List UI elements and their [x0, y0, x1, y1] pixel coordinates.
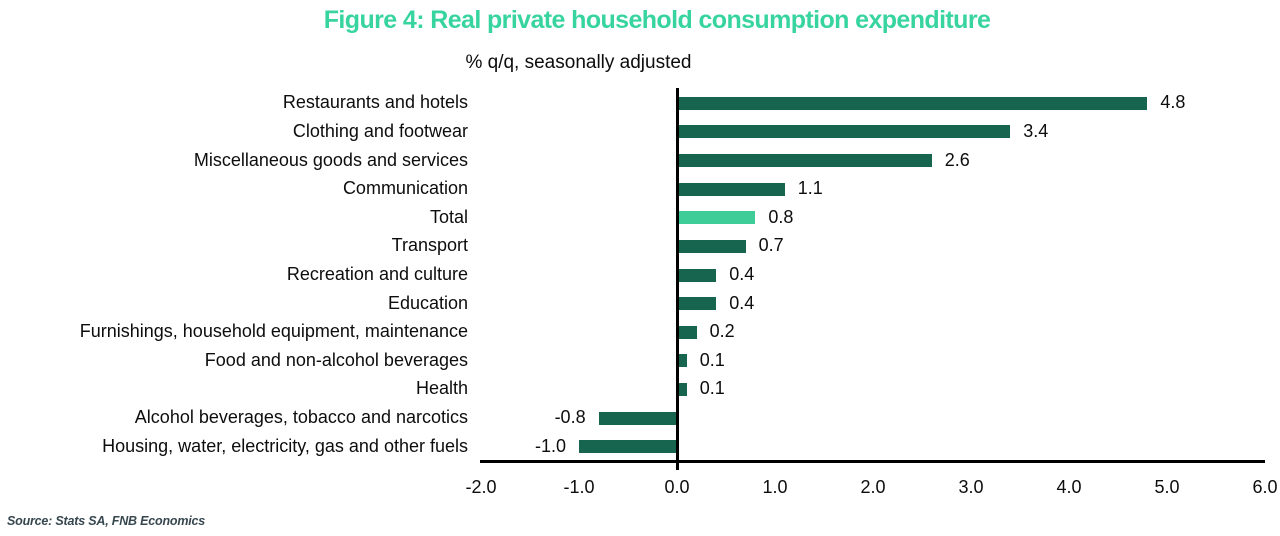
value-label: -1.0 — [534, 435, 566, 456]
bar — [677, 268, 717, 282]
value-label: 0.1 — [699, 349, 725, 370]
x-axis-tick-label: 6.0 — [1252, 477, 1278, 497]
value-label: 3.4 — [1023, 120, 1049, 141]
bar — [677, 96, 1148, 110]
bar — [677, 239, 746, 253]
bar — [677, 182, 785, 196]
bar — [677, 211, 756, 225]
value-label: 4.8 — [1160, 92, 1186, 113]
category-label: Restaurants and hotels — [282, 92, 468, 113]
bar — [677, 125, 1011, 139]
value-label: 0.2 — [709, 321, 735, 342]
x-axis-tick-label: 2.0 — [860, 477, 886, 497]
category-label: Miscellaneous goods and services — [193, 149, 468, 170]
chart-title: Figure 4: Real private household consump… — [323, 6, 991, 34]
category-label: Communication — [342, 178, 468, 199]
bar — [677, 297, 717, 311]
value-label: 0.1 — [699, 378, 725, 399]
bar — [677, 382, 687, 396]
category-label: Health — [415, 378, 468, 399]
category-label: Education — [387, 292, 468, 313]
x-axis-tick-label: 1.0 — [762, 477, 788, 497]
value-label: 0.4 — [729, 292, 755, 313]
value-label: 0.8 — [768, 206, 794, 227]
bar — [677, 325, 697, 339]
category-label: Total — [429, 206, 468, 227]
bar — [677, 354, 687, 368]
category-label: Food and non-alcohol beverages — [204, 349, 468, 370]
value-label: 0.4 — [729, 264, 755, 284]
category-label: Alcohol beverages, tobacco and narcotics — [134, 407, 468, 428]
x-axis-tick-label: 4.0 — [1056, 477, 1082, 497]
value-label: 1.1 — [797, 178, 823, 199]
bar-negative — [598, 411, 677, 425]
category-label: Furnishings, household equipment, mainte… — [79, 321, 468, 342]
x-axis-tick-label: 3.0 — [958, 477, 984, 497]
value-label: 0.7 — [758, 235, 784, 256]
category-label: Transport — [391, 235, 468, 256]
bar — [677, 154, 932, 168]
x-axis-tick-label: 0.0 — [664, 477, 690, 497]
x-axis-tick-label: -2.0 — [465, 477, 497, 497]
zero-baseline — [675, 88, 679, 470]
chart-subtitle: % q/q, seasonally adjusted — [465, 52, 692, 73]
bar-negative — [579, 440, 677, 454]
category-label: Recreation and culture — [286, 264, 468, 284]
source-note: Source: Stats SA, FNB Economics — [7, 514, 206, 528]
x-axis-tick-label: 5.0 — [1154, 477, 1180, 497]
value-label: 2.6 — [944, 149, 970, 170]
category-label: Housing, water, electricity, gas and oth… — [102, 435, 468, 456]
value-label: -0.8 — [554, 407, 586, 428]
x-axis-tick-label: -1.0 — [563, 477, 595, 497]
x-axis-line — [480, 460, 1265, 463]
category-label: Clothing and footwear — [292, 120, 468, 141]
